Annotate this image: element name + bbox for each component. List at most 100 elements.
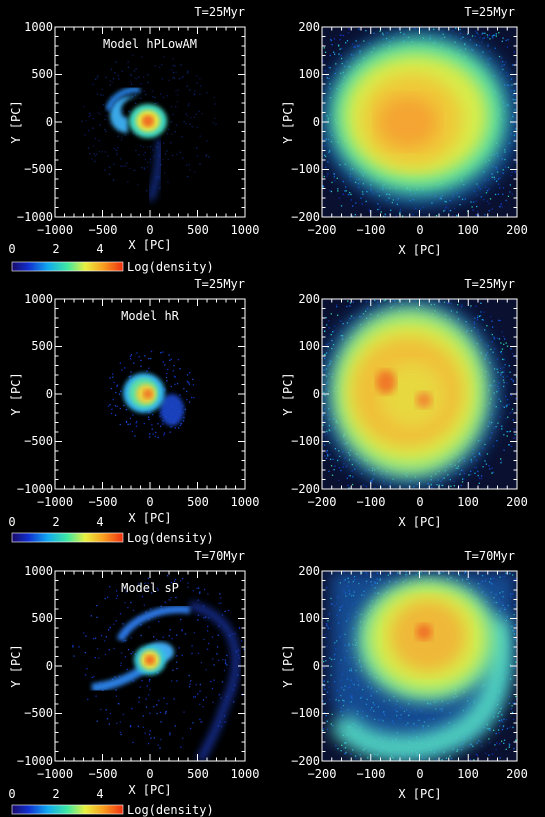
particle-dot bbox=[501, 460, 503, 462]
particle-dot bbox=[477, 316, 479, 319]
particle-dot bbox=[483, 37, 485, 39]
particle-dot bbox=[162, 423, 164, 425]
particle-dot bbox=[460, 484, 462, 487]
particle-dot bbox=[496, 358, 499, 360]
particle-dot bbox=[324, 455, 326, 457]
particle-dot bbox=[482, 32, 484, 34]
particle-dot bbox=[447, 207, 449, 209]
particle-dot bbox=[116, 154, 118, 156]
particle-dot bbox=[497, 178, 499, 180]
particle-dot bbox=[369, 211, 371, 213]
particle-dot bbox=[498, 32, 500, 34]
particle-dot bbox=[328, 686, 330, 689]
particle-dot bbox=[120, 165, 122, 167]
particle-dot bbox=[508, 444, 510, 446]
particle-dot bbox=[349, 192, 351, 194]
particle-dot bbox=[505, 718, 508, 721]
particle-dot bbox=[335, 306, 338, 308]
particle-dot bbox=[501, 331, 503, 333]
particle-dot bbox=[149, 158, 151, 160]
particle-dot bbox=[507, 39, 509, 41]
particle-dot bbox=[119, 613, 122, 615]
particle-dot bbox=[164, 364, 166, 366]
particle-dot bbox=[187, 582, 189, 584]
particle-dot bbox=[193, 94, 195, 96]
particle-dot bbox=[323, 667, 326, 669]
particle-dot bbox=[325, 317, 327, 319]
particle-dot bbox=[156, 712, 158, 715]
particle-dot bbox=[122, 110, 124, 112]
particle-dot bbox=[328, 342, 330, 345]
particle-dot bbox=[196, 147, 198, 149]
y-tick-label: 200 bbox=[298, 292, 320, 306]
y-tick-label: 0 bbox=[313, 115, 320, 129]
particle-dot bbox=[450, 485, 452, 487]
particle-dot bbox=[199, 703, 201, 706]
y-tick-label: 0 bbox=[313, 387, 320, 401]
particle-dot bbox=[205, 669, 207, 671]
particle-dot bbox=[499, 757, 501, 759]
particle-dot bbox=[456, 215, 458, 217]
particle-dot bbox=[501, 714, 503, 716]
particle-dot bbox=[148, 358, 150, 360]
particle-dot bbox=[181, 136, 183, 138]
particle-dot bbox=[133, 70, 136, 72]
particle-dot bbox=[515, 82, 517, 85]
particle-dot bbox=[514, 170, 516, 173]
particle-dot bbox=[347, 484, 349, 486]
particle-dot bbox=[327, 627, 329, 629]
particle-dot bbox=[486, 34, 488, 36]
particle-dot bbox=[489, 198, 492, 200]
particle-dot bbox=[160, 738, 162, 741]
particle-dot bbox=[338, 455, 340, 457]
particle-dot bbox=[120, 390, 122, 392]
particle-dot bbox=[133, 132, 135, 134]
particle-dot bbox=[127, 181, 129, 183]
particle-dot bbox=[508, 695, 511, 697]
particle-dot bbox=[130, 354, 133, 356]
y-tick-label: −1000 bbox=[17, 754, 53, 768]
particle-dot bbox=[130, 358, 132, 360]
particle-dot bbox=[453, 208, 456, 210]
particle-dot bbox=[459, 32, 461, 35]
particle-dot bbox=[227, 609, 230, 612]
particle-dot bbox=[108, 166, 111, 168]
x-axis-label: X [PC] bbox=[398, 243, 441, 257]
particle-dot bbox=[502, 376, 504, 378]
particle-dot bbox=[354, 214, 356, 216]
x-tick-label: 200 bbox=[506, 495, 528, 509]
particle-dot bbox=[505, 405, 507, 407]
particle-dot bbox=[144, 355, 146, 357]
particle-dot bbox=[502, 371, 504, 373]
particle-dot bbox=[197, 587, 200, 589]
particle-dot bbox=[509, 726, 511, 728]
particle-dot bbox=[508, 702, 511, 705]
particle-dot bbox=[497, 729, 500, 731]
particle-dot bbox=[492, 326, 494, 328]
particle-dot bbox=[515, 376, 517, 378]
particle-dot bbox=[500, 458, 502, 460]
particle-dot bbox=[484, 32, 486, 34]
particle-dot bbox=[191, 645, 193, 647]
particle-dot bbox=[461, 304, 463, 306]
particle-dot bbox=[114, 405, 116, 407]
particle-dot bbox=[365, 485, 368, 488]
x-axis-label: X [PC] bbox=[128, 511, 171, 525]
particle-dot bbox=[174, 376, 176, 378]
particle-dot bbox=[324, 330, 326, 332]
particle-dot bbox=[124, 656, 127, 658]
particle-dot bbox=[491, 35, 493, 37]
particle-dot bbox=[134, 94, 137, 96]
particle-dot bbox=[505, 166, 507, 168]
particle-dot bbox=[346, 305, 348, 308]
particle-dot bbox=[477, 474, 479, 477]
particle-dot bbox=[88, 129, 90, 132]
particle-dot bbox=[138, 583, 140, 585]
particle-dot bbox=[116, 152, 118, 154]
particle-dot bbox=[218, 625, 220, 627]
particle-dot bbox=[515, 661, 517, 663]
particle-dot bbox=[487, 45, 489, 47]
particle-dot bbox=[207, 593, 209, 595]
axis-ticks bbox=[54, 26, 246, 218]
particle-dot bbox=[500, 57, 503, 59]
